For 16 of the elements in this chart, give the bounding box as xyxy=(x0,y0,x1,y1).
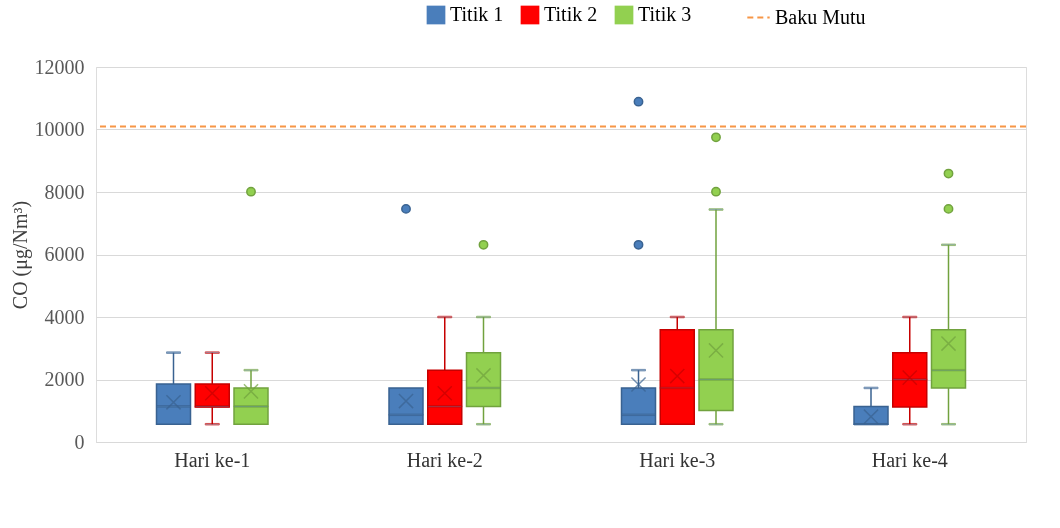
y-axis-title: CO (μg/Nm³) xyxy=(8,200,32,310)
y-tick-label: 0 xyxy=(74,430,85,453)
y-tick-label: 10000 xyxy=(34,118,85,140)
y-tick-label: 12000 xyxy=(34,55,85,78)
legend-label: Titik 1 xyxy=(450,3,504,25)
y-tick-label: 6000 xyxy=(44,243,85,265)
x-tick-label: Hari ke-2 xyxy=(406,448,483,471)
y-tick-label: 8000 xyxy=(44,180,85,203)
x-tick-label: Hari ke-4 xyxy=(871,448,948,471)
y-tick-label: 4000 xyxy=(44,305,85,328)
y-tick-label: 2000 xyxy=(44,368,85,390)
legend-label: Titik 2 xyxy=(544,3,598,25)
legend-label: Baku Mutu xyxy=(775,5,866,28)
legend-label: Titik 3 xyxy=(638,3,692,25)
x-tick-label: Hari ke-3 xyxy=(639,448,716,471)
x-tick-label: Hari ke-1 xyxy=(174,448,251,471)
